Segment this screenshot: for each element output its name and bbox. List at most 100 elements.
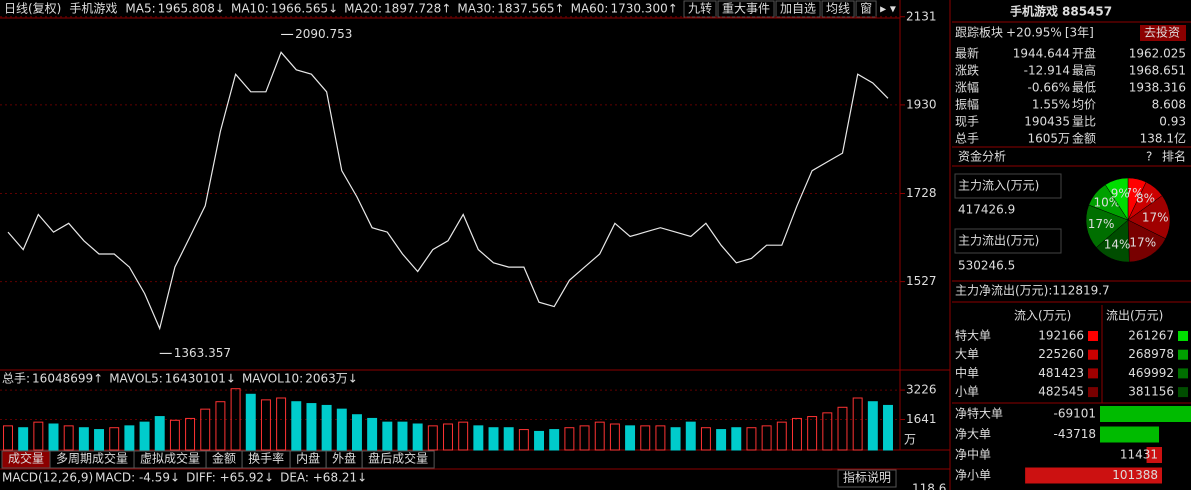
tab[interactable]: 多周期成交量 [56, 451, 128, 466]
tab[interactable]: 换手率 [248, 451, 284, 466]
box [954, 173, 1062, 199]
volume-bar [503, 427, 514, 451]
volume-bar [48, 423, 59, 451]
volume-bar [579, 425, 590, 451]
pie-label: 7% [1124, 186, 1143, 200]
volume-bar [594, 421, 605, 451]
quote-label: 量比 [1072, 115, 1096, 129]
tab[interactable]: 外盘 [332, 451, 356, 466]
volume-bar [306, 403, 317, 451]
flow-swatch [1088, 331, 1098, 341]
vol-label: MAVOL10: [242, 372, 303, 386]
flow-out: 381156 [1128, 385, 1174, 399]
volume-bar [260, 399, 271, 451]
inflow-label: 主力流入(万元) [958, 179, 1039, 193]
pie-label: 17% [1088, 217, 1115, 231]
quote-label: 总手 [955, 132, 979, 146]
net-value: -69101 [1053, 407, 1096, 421]
toolbar-button[interactable]: 窗 [860, 2, 872, 16]
net-label: 净大单 [955, 427, 991, 441]
volume-bar [427, 425, 438, 451]
quote-label: 现手 [955, 115, 979, 129]
tab[interactable]: 内盘 [296, 451, 320, 466]
flow-swatch [1088, 387, 1098, 398]
ma-value: 1897.728 [384, 2, 441, 16]
toolbar-button[interactable]: 重大事件 [722, 2, 770, 16]
macd-label: DEA: +68.21 [280, 471, 357, 485]
net-value: 112819.7 [1052, 284, 1109, 298]
volume-bar [3, 425, 13, 451]
funds-title: 资金分析 [958, 149, 1006, 164]
ma-value: 1965.808 [158, 2, 215, 16]
ma-label: MA60: [571, 2, 609, 16]
quote-label: 振幅 [955, 97, 979, 112]
macd-arrow: ↓ [264, 471, 274, 485]
invest-button[interactable]: 去投资 [1144, 25, 1180, 40]
vol-value: 16430101 [165, 372, 226, 386]
volume-bar [367, 417, 378, 451]
volume-bar [33, 421, 44, 451]
volume-bar [746, 427, 757, 451]
vol-arrow: ↓ [348, 372, 358, 386]
quote-label: 开盘 [1072, 46, 1096, 61]
volume-bar [670, 427, 681, 451]
annotation: 2090.753 [295, 27, 352, 41]
quote-value: 1938.316 [1129, 81, 1186, 95]
volume-bar [412, 423, 423, 451]
volume-bar [867, 401, 878, 451]
help-button[interactable]: 指标说明 [843, 470, 891, 485]
quote-value: 138.1亿 [1140, 131, 1186, 146]
vol-arrow: ↓ [226, 372, 236, 386]
tab[interactable]: 金额 [212, 451, 236, 466]
rank-button[interactable]: 排名 [1162, 149, 1186, 164]
pie-label: 14% [1104, 238, 1131, 252]
volume-bar [78, 427, 89, 451]
flow-header: 流入(万元) [1014, 309, 1071, 323]
volume-bar [230, 388, 241, 451]
vol-label: 总手: [2, 372, 30, 386]
y-tick-label: 3226 [906, 383, 937, 397]
ma-value: 1837.565 [497, 2, 554, 16]
flow-swatch [1178, 331, 1188, 341]
tab[interactable]: 虚拟成交量 [140, 451, 200, 466]
volume-bar [534, 430, 545, 451]
tab[interactable]: 盘后成交量 [368, 451, 428, 466]
volume-bar [700, 427, 711, 451]
volume-bar [488, 427, 499, 451]
help-button[interactable]: ? [1146, 150, 1152, 164]
volume-bar [716, 429, 727, 451]
quote-value: 1968.651 [1129, 64, 1186, 78]
button-frame [821, 0, 855, 18]
toolbar-button[interactable]: 九转 [688, 1, 712, 16]
flow-out: 261267 [1128, 329, 1174, 343]
pie-slice [1104, 177, 1129, 221]
quote-label: 金额 [1072, 131, 1096, 146]
ma-label: MA20: [344, 2, 382, 16]
toolbar-button[interactable]: 均线 [826, 2, 850, 16]
ma-label: MA30: [457, 2, 495, 16]
volume-bar [518, 429, 529, 451]
toolbar-button[interactable]: 加自选 [780, 2, 816, 16]
button-frame [837, 469, 897, 488]
net-label: 净小单 [955, 468, 991, 482]
net-bar [1146, 447, 1162, 463]
volume-bar [154, 416, 165, 451]
volume-bar [852, 397, 863, 451]
volume-bar [761, 425, 772, 451]
macd-label: MACD(12,26,9) [2, 471, 93, 485]
flow-label: 小单 [955, 385, 979, 399]
volume-bar [883, 404, 893, 451]
volume-bar [124, 425, 135, 451]
ma-label: MA10: [231, 2, 269, 16]
macd-label: DIFF: +65.92 [186, 471, 264, 485]
tab[interactable]: 成交量 [8, 451, 44, 466]
ma-label: MA5: [125, 2, 155, 16]
menu-arrows[interactable]: ▸ ▾ [880, 2, 896, 16]
panel-title: 手机游戏 [1010, 4, 1058, 19]
vol-arrow: ↑ [93, 372, 103, 386]
box [954, 228, 1062, 254]
volume-bar [109, 427, 120, 451]
quote-label: 涨幅 [955, 80, 979, 95]
vol-value: 16048699 [32, 372, 93, 386]
